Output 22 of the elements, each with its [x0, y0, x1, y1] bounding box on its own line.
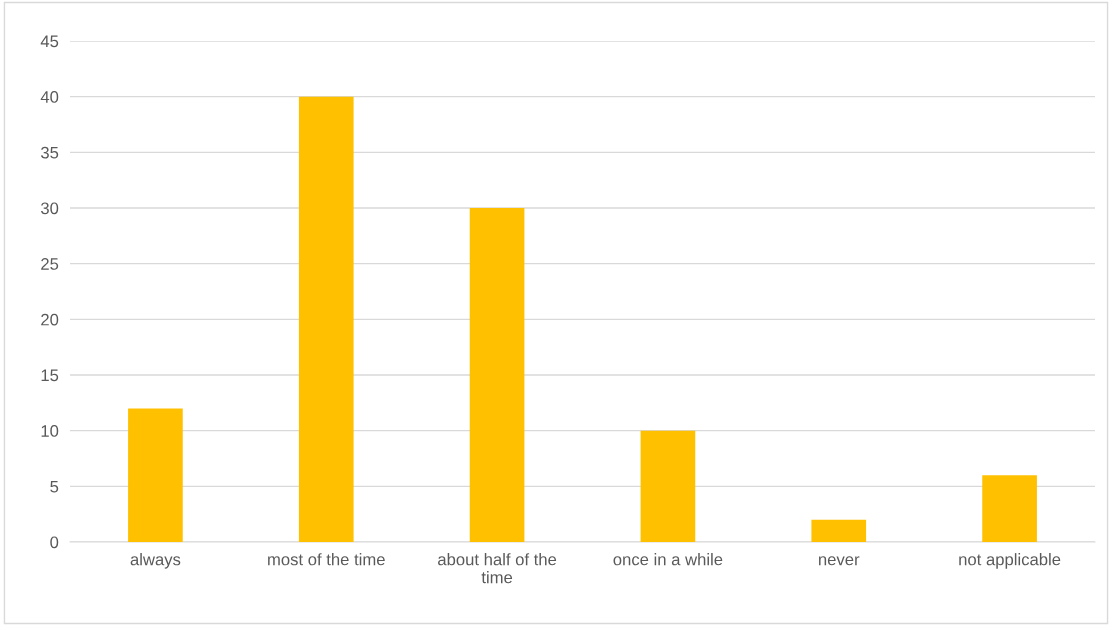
x-tick-label: never	[819, 556, 860, 566]
bar	[298, 96, 354, 542]
y-tick-label: 15	[41, 369, 59, 382]
bar	[128, 408, 183, 542]
bar	[811, 519, 867, 542]
y-tick-label: 35	[40, 146, 59, 159]
y-tick-label: 25	[41, 258, 59, 270]
x-tick-label: once in a while	[613, 553, 723, 566]
x-tick-label: most of the time	[268, 553, 385, 566]
y-tick-label: 5	[50, 480, 59, 493]
y-tick-label: 0	[50, 536, 59, 549]
y-tick-label: 20	[41, 313, 59, 326]
y-tick-label: 10	[41, 425, 59, 437]
y-tick-label: 30	[40, 202, 59, 215]
x-tick-label: not applicable	[959, 553, 1061, 569]
y-tick-label: 40	[40, 91, 59, 103]
x-tick-label: always	[130, 553, 181, 569]
bar	[982, 475, 1037, 542]
y-tick-label: 45	[40, 35, 59, 48]
x-tick-label: about half of the time	[438, 553, 557, 584]
bar	[469, 208, 525, 542]
bar	[640, 430, 696, 542]
